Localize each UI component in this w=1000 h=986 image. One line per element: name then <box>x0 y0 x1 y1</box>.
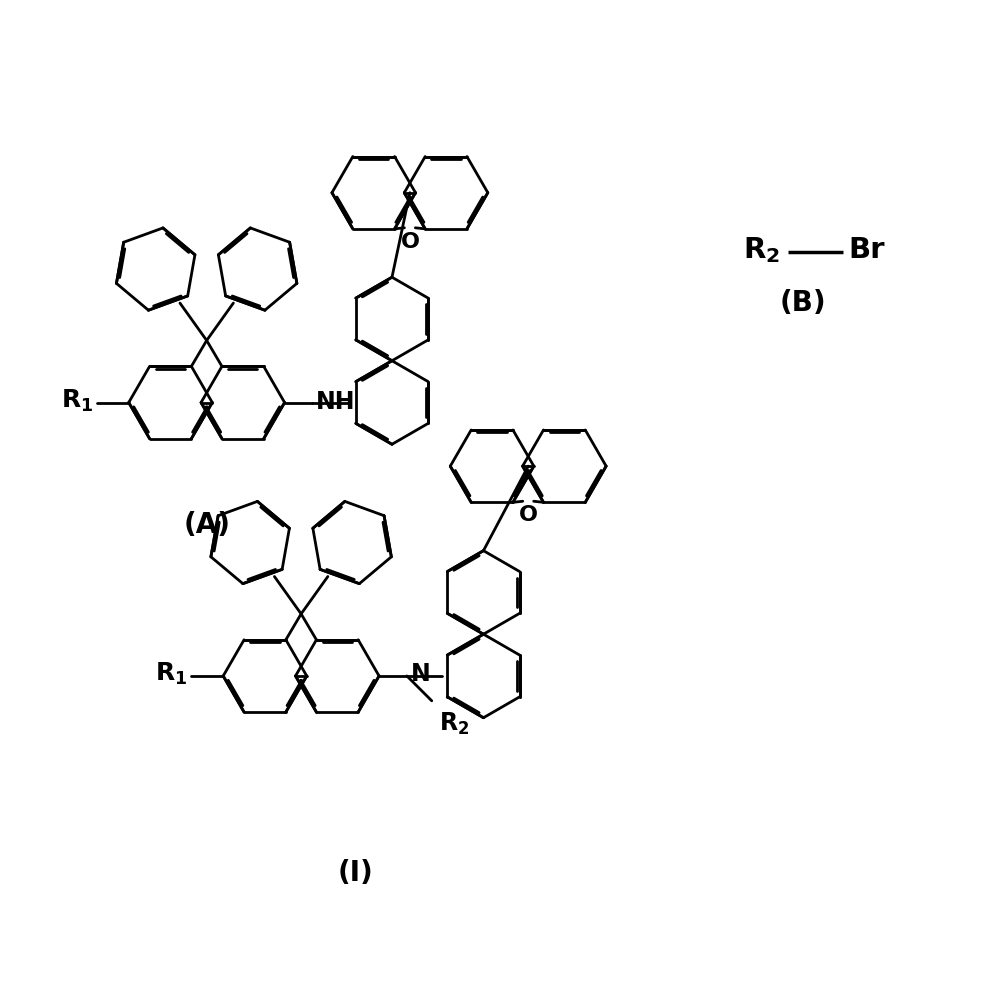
Text: $\mathbf{R_2}$: $\mathbf{R_2}$ <box>743 236 780 265</box>
Text: (A): (A) <box>183 511 230 538</box>
Text: O: O <box>519 505 538 525</box>
Text: O: O <box>400 232 419 251</box>
Text: Br: Br <box>848 236 885 264</box>
Text: $\mathbf{R_1}$: $\mathbf{R_1}$ <box>155 661 187 686</box>
Text: NH: NH <box>315 389 355 413</box>
Text: $\mathbf{R_1}$: $\mathbf{R_1}$ <box>61 387 93 413</box>
Text: (I): (I) <box>338 858 374 886</box>
Text: N: N <box>411 662 431 685</box>
Text: (B): (B) <box>780 289 827 317</box>
Text: $\mathbf{R_2}$: $\mathbf{R_2}$ <box>439 710 469 737</box>
